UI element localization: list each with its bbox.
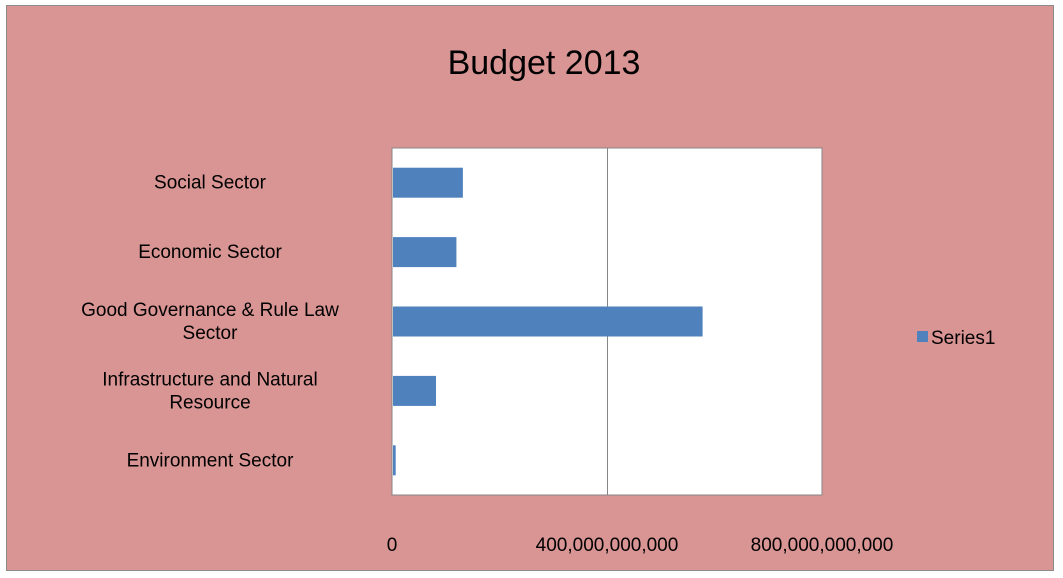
value-axis-labels: 0 400,000,000,000 800,000,000,000 — [387, 535, 894, 556]
category-axis-labels: Social Sector Economic Sector Good Governa… — [81, 173, 339, 472]
category-label: Economic Sector — [138, 242, 282, 263]
tick-label: 400,000,000,000 — [536, 535, 679, 556]
bar-chart: Budget 2013 Social Sector Economic Sector… — [7, 6, 1053, 570]
category-label: Infrastructure and Natural Resource — [102, 369, 317, 413]
bar — [393, 237, 457, 268]
legend-swatch — [917, 331, 928, 342]
category-label: Social Sector — [154, 173, 267, 194]
legend-label: Series1 — [931, 328, 995, 349]
bar — [393, 375, 436, 406]
chart-title: Budget 2013 — [448, 44, 641, 82]
tick-label: 800,000,000,000 — [751, 535, 894, 556]
bar — [393, 306, 703, 337]
legend: Series1 — [917, 328, 995, 349]
bars — [393, 167, 703, 476]
chart-area: Budget 2013 Social Sector Economic Sector… — [6, 5, 1054, 571]
tick-label: 0 — [387, 535, 398, 556]
category-label: Good Governance & Rule Law Sector — [81, 300, 339, 344]
bar — [393, 167, 463, 198]
bar — [393, 445, 396, 476]
category-label: Environment Sector — [127, 450, 295, 471]
